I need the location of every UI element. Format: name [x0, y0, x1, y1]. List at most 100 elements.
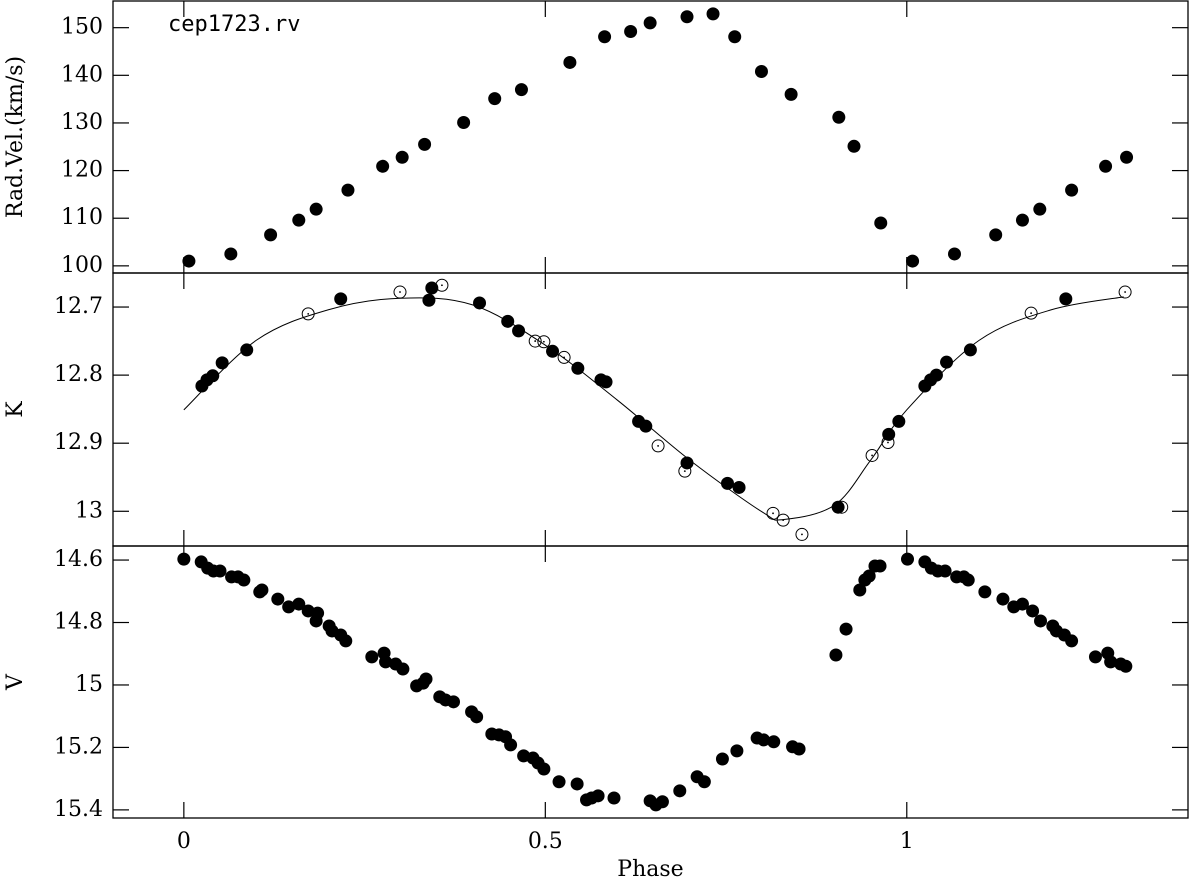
data-point	[1119, 659, 1133, 673]
data-point	[730, 744, 744, 758]
data-point	[1015, 213, 1029, 227]
data-point	[655, 795, 669, 809]
data-point	[563, 55, 577, 69]
data-point	[831, 500, 845, 514]
data-point	[213, 564, 227, 578]
data-point	[938, 564, 952, 578]
data-point	[1065, 183, 1079, 197]
data-point	[206, 369, 220, 383]
data-point-open	[435, 278, 449, 292]
data-point	[1015, 597, 1029, 611]
data-point-open	[881, 436, 895, 450]
y-tick-label: 14.8	[54, 610, 103, 635]
data-point	[537, 762, 551, 776]
data-point	[624, 24, 638, 38]
data-point	[901, 552, 915, 566]
data-point	[215, 356, 229, 370]
data-point	[715, 752, 729, 766]
data-point	[255, 583, 269, 597]
data-point	[643, 16, 657, 30]
data-point	[832, 110, 846, 124]
data-point	[1088, 650, 1102, 664]
data-point	[706, 7, 720, 21]
data-point	[395, 150, 409, 164]
panel-frame	[112, 272, 1189, 547]
data-point	[1104, 655, 1118, 669]
data-point	[829, 648, 843, 662]
data-point	[292, 597, 306, 611]
y-tick-label: 12.9	[54, 430, 103, 455]
data-point-center	[772, 512, 774, 515]
data-point	[365, 650, 379, 664]
panel-frame	[112, 545, 1189, 819]
data-point-center	[307, 312, 310, 315]
y-axis-label: V	[3, 673, 28, 691]
data-point-open	[537, 335, 551, 349]
data-point	[947, 247, 961, 261]
data-point	[697, 775, 711, 789]
data-point	[457, 115, 471, 129]
y-tick-label: 100	[61, 253, 103, 278]
y-tick-label: 13	[75, 498, 103, 523]
data-point	[873, 559, 887, 573]
data-point	[1059, 292, 1073, 306]
data-point	[396, 662, 410, 676]
data-point-center	[1124, 291, 1127, 293]
data-point	[1099, 159, 1113, 173]
y-axis-label: K	[3, 401, 28, 418]
data-point	[339, 634, 353, 648]
x-tick-label: 0	[177, 829, 191, 854]
data-point	[599, 375, 613, 389]
data-point-center	[441, 284, 443, 287]
data-point	[874, 216, 888, 230]
chart-title: cep1723.rv	[168, 12, 300, 37]
data-point	[728, 30, 742, 44]
data-point	[570, 777, 584, 791]
data-point	[376, 159, 390, 173]
x-tick-label: 0.5	[528, 829, 563, 854]
data-point	[847, 139, 861, 153]
data-point	[892, 414, 906, 428]
data-point	[862, 569, 876, 583]
data-point	[470, 710, 484, 724]
data-point-center	[840, 506, 843, 509]
data-point-center	[683, 470, 686, 473]
data-point	[1034, 614, 1048, 628]
data-point	[334, 292, 348, 306]
data-point	[963, 343, 977, 357]
data-point-open	[528, 334, 542, 348]
data-point-center	[399, 291, 401, 293]
data-point	[906, 254, 920, 268]
y-tick-label: 140	[61, 62, 103, 87]
y-tick-label: 120	[61, 158, 103, 183]
data-point	[757, 733, 771, 747]
data-point	[754, 65, 768, 79]
data-point	[1120, 150, 1134, 164]
data-point	[504, 738, 518, 752]
y-tick-label: 130	[61, 110, 103, 135]
data-point-open	[835, 500, 849, 514]
data-point	[598, 30, 612, 44]
data-point	[1065, 634, 1079, 648]
data-point	[292, 213, 306, 227]
fit-curve	[183, 296, 1124, 521]
data-point	[418, 137, 432, 151]
y-tick-label: 15	[75, 672, 103, 697]
y-tick-label: 15.4	[54, 797, 103, 822]
x-tick-label: 1	[900, 829, 914, 854]
data-point	[177, 552, 191, 566]
data-point-center	[871, 454, 873, 457]
data-point	[309, 202, 323, 216]
data-point	[240, 343, 254, 357]
y-tick-label: 12.8	[54, 362, 103, 387]
data-point	[839, 622, 853, 636]
data-point	[271, 592, 285, 606]
data-point-center	[542, 340, 545, 343]
data-point	[961, 573, 975, 587]
data-point	[940, 355, 954, 369]
data-point-center	[801, 533, 803, 536]
data-point	[929, 368, 943, 382]
data-point	[639, 419, 653, 433]
data-point	[379, 655, 393, 669]
